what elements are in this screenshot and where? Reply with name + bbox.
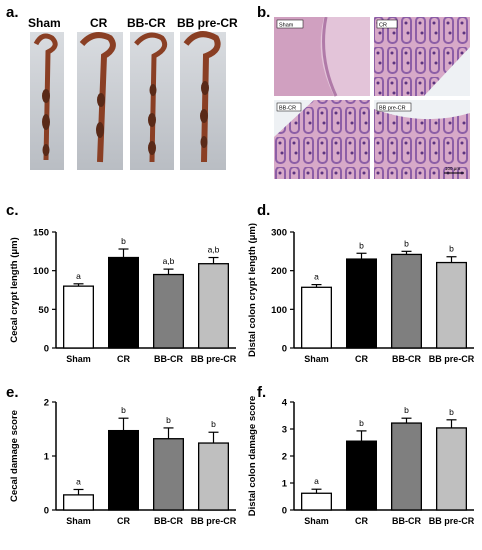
histology-label-cr: CR <box>379 23 387 29</box>
bar <box>197 263 229 349</box>
category-label: BB-CR <box>392 354 421 364</box>
bar <box>435 427 467 511</box>
significance-letter: b <box>121 405 126 415</box>
intestine-photo-bbprecr <box>180 31 226 170</box>
category-label: BB pre-CR <box>429 516 475 526</box>
bar <box>152 273 184 349</box>
bar <box>63 494 95 511</box>
y-axis-label: Distal colon crypt length (μm) <box>247 223 258 357</box>
y-tick-label: 0 <box>44 344 49 355</box>
bar <box>63 285 95 349</box>
histology-grid: Sham CR BB-CR BB pre-CR 100 μm <box>274 17 470 179</box>
significance-letter: b <box>359 240 364 250</box>
significance-letter: b <box>449 244 454 254</box>
bar <box>197 442 229 511</box>
significance-letter: b <box>166 415 171 425</box>
panel-letter-b: b. <box>257 4 271 21</box>
category-label: Sham <box>66 354 91 364</box>
panel-letter-c: c. <box>6 202 19 219</box>
y-tick-label: 1 <box>282 479 288 490</box>
significance-letter: a <box>76 476 81 486</box>
y-axis-label: Cecal crypt length (μm) <box>9 237 20 343</box>
bar-chart-d: Distal colon crypt length (μm) 0 100 200 300… <box>247 223 475 364</box>
intestine-photo-bbcr <box>130 32 174 170</box>
significance-letter: a,b <box>163 256 175 266</box>
bar <box>301 286 333 349</box>
significance-letter: b <box>211 419 216 429</box>
y-tick-label: 300 <box>271 228 287 239</box>
significance-letter: a <box>314 272 319 282</box>
significance-letter: b <box>404 405 409 415</box>
bar-chart-c: Cecal crypt length (μm) 0 50 100 150 a Sham b CR… <box>9 228 237 365</box>
y-tick-label: 50 <box>38 305 49 316</box>
category-label: CR <box>355 516 368 526</box>
category-label: Sham <box>66 516 91 526</box>
y-tick-label: 4 <box>282 398 288 409</box>
histology-label-bbcr: BB-CR <box>279 106 296 112</box>
category-label: BB pre-CR <box>191 354 237 364</box>
y-tick-label: 2 <box>44 398 49 409</box>
category-label: CR <box>355 354 368 364</box>
significance-letter: a <box>76 271 81 281</box>
bar <box>108 429 140 511</box>
category-label: BB-CR <box>392 516 421 526</box>
panel-letter-f: f. <box>257 384 267 401</box>
y-tick-label: 0 <box>282 344 287 355</box>
y-tick-label: 2 <box>282 452 287 463</box>
photo-label-sham: Sham <box>28 16 61 30</box>
intestine-photos <box>30 31 226 170</box>
y-tick-label: 1 <box>44 452 50 463</box>
bar-chart-e: Cecal damage score 0 1 2 a Sham b CR b BB-CR b BB p… <box>9 398 237 527</box>
significance-letter: b <box>359 418 364 428</box>
bar <box>108 256 140 349</box>
y-tick-label: 100 <box>33 266 49 277</box>
category-label: CR <box>117 354 130 364</box>
bar <box>435 261 467 349</box>
scale-bar-label: 100 μm <box>445 166 460 171</box>
significance-letter: b <box>404 238 409 248</box>
significance-letter: a <box>314 476 319 486</box>
bar <box>346 440 378 511</box>
y-tick-label: 0 <box>282 506 287 517</box>
bar <box>390 422 422 511</box>
histology-label-sham: Sham <box>279 23 294 29</box>
category-label: BB pre-CR <box>429 354 475 364</box>
histology-bbcr <box>274 100 370 179</box>
y-axis-label: Cecal damage score <box>9 410 20 502</box>
photo-label-bbcr: BB-CR <box>127 16 166 30</box>
category-label: BB pre-CR <box>191 516 237 526</box>
panel-letter-d: d. <box>257 202 271 219</box>
bar <box>346 258 378 349</box>
photo-label-bbprecr: BB pre-CR <box>177 16 238 30</box>
y-tick-label: 200 <box>271 266 287 277</box>
significance-letter: b <box>449 407 454 417</box>
y-tick-label: 150 <box>33 228 49 239</box>
category-label: Sham <box>304 354 329 364</box>
significance-letter: b <box>121 236 126 246</box>
histology-sham <box>274 17 370 97</box>
y-tick-label: 3 <box>282 425 287 436</box>
bar-chart-f: Distal colon damage score 0 1 2 3 4 a Sham b CR b B… <box>247 396 475 526</box>
panel-letter-e: e. <box>6 384 19 401</box>
y-tick-label: 100 <box>271 305 287 316</box>
bar <box>152 438 184 511</box>
panel-letter-a: a. <box>6 4 19 21</box>
y-tick-label: 0 <box>44 506 49 517</box>
intestine-photo-cr <box>77 32 123 170</box>
significance-letter: a,b <box>208 245 220 255</box>
bar <box>301 492 333 511</box>
y-axis-label: Distal colon damage score <box>247 396 258 516</box>
category-label: BB-CR <box>154 516 183 526</box>
category-label: CR <box>117 516 130 526</box>
photo-label-cr: CR <box>90 16 108 30</box>
histology-cr <box>374 17 470 96</box>
category-label: BB-CR <box>154 354 183 364</box>
histology-label-bbprecr: BB pre-CR <box>379 106 406 112</box>
bar <box>390 253 422 349</box>
intestine-photo-sham <box>30 32 64 170</box>
category-label: Sham <box>304 516 329 526</box>
histology-labels: Sham CR BB-CR BB pre-CR 100 μm <box>276 19 464 174</box>
